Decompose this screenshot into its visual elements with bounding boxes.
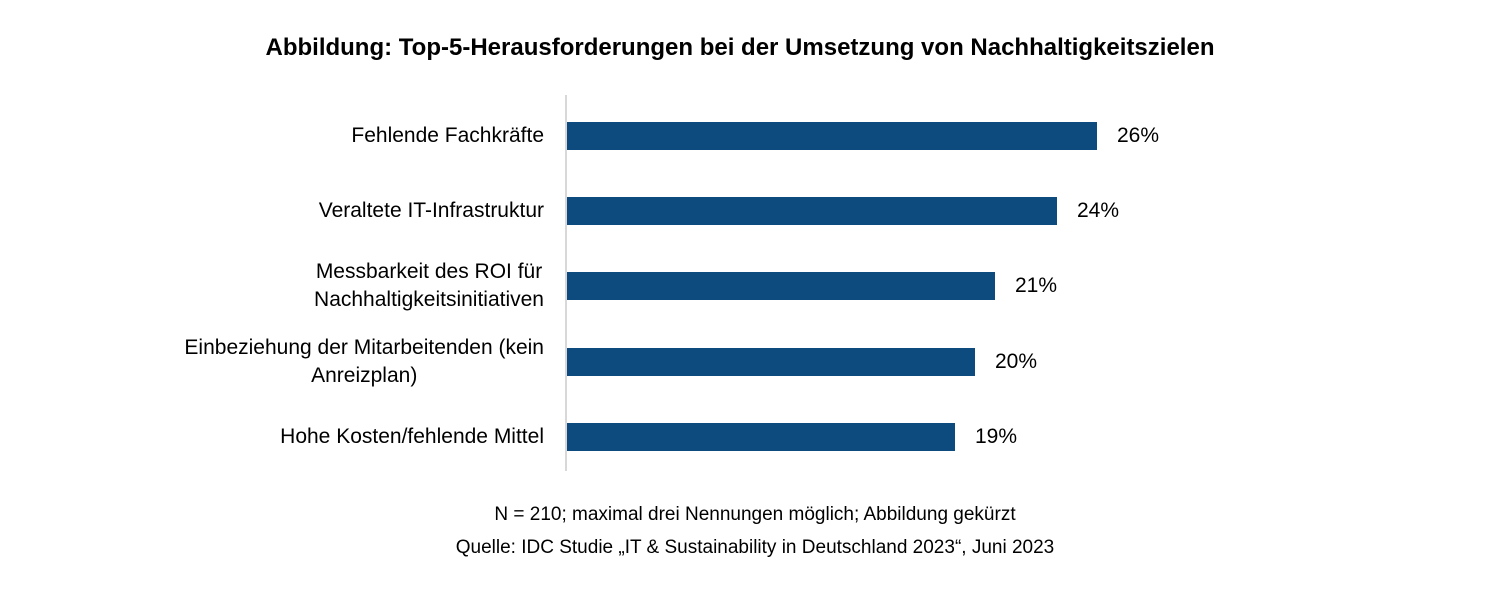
chart-title: Abbildung: Top-5-Herausforderungen bei d… <box>265 34 1215 61</box>
value-label: 21% <box>1015 274 1058 297</box>
category-label: Fehlende Fachkräfte <box>351 124 544 147</box>
value-label: 20% <box>995 350 1038 373</box>
footnote-source: Quelle: IDC Studie „IT & Sustainability … <box>455 537 1055 558</box>
value-label: 24% <box>1077 199 1120 222</box>
bar <box>567 348 975 376</box>
bar <box>567 122 1097 150</box>
bar <box>567 272 995 300</box>
bar <box>567 423 955 451</box>
value-label: 26% <box>1117 124 1160 147</box>
category-label: Veraltete IT-Infrastruktur <box>318 199 544 222</box>
category-label: Hohe Kosten/fehlende Mittel <box>280 425 544 448</box>
category-label: Einbeziehung der Mitarbeitenden (kein An… <box>184 336 544 387</box>
category-label: Messbarkeit des ROI für Nachhaltigkeitsi… <box>314 260 544 311</box>
bar <box>567 197 1057 225</box>
y-axis-line <box>565 95 567 471</box>
footnote-sample-note: N = 210; maximal drei Nennungen möglich;… <box>494 504 1016 525</box>
value-label: 19% <box>975 425 1018 448</box>
